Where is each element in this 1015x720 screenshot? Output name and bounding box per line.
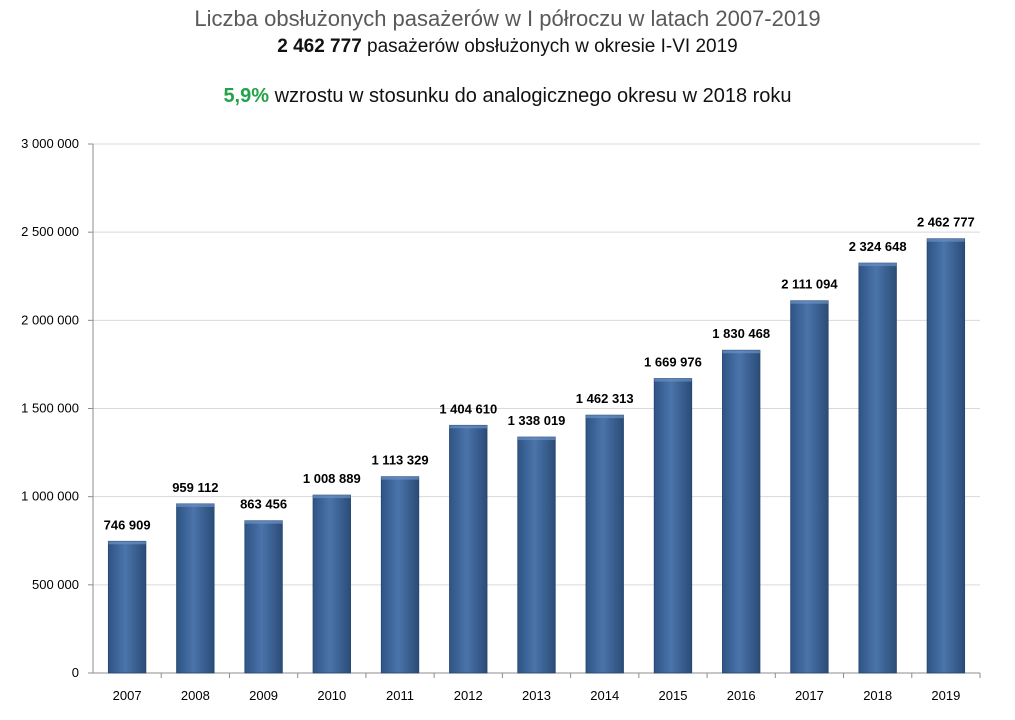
bar-top-highlight [449,425,488,429]
x-tick-label: 2019 [931,688,960,703]
subtitle-text: pasażerów obsłużonych w okresie I-VI 201… [367,36,738,57]
bar-2011 [380,476,420,674]
x-tick-label: 2018 [863,688,892,703]
bar-top-highlight [517,437,556,441]
bars [107,238,966,674]
y-tick-label: 1 500 000 [21,401,79,416]
y-tick-label: 2 500 000 [21,224,79,239]
y-tick-label: 3 000 000 [21,136,79,151]
data-label-2014: 1 462 313 [576,391,634,406]
data-label-2008: 959 112 [172,480,218,495]
data-label-2019: 2 462 777 [917,215,975,230]
x-tick-label: 2013 [522,688,551,703]
x-tick-label: 2008 [181,688,210,703]
bar-top-highlight [176,503,215,507]
axes: 0 500 000 1 000 000 1 500 000 2 000 000 2 500… [21,136,981,703]
x-tick-label: 2012 [454,688,483,703]
y-tick-label: 0 [72,665,79,680]
data-label-2011: 1 113 329 [371,453,428,468]
bar-2013 [517,436,556,674]
x-tick-label: 2009 [249,688,278,703]
bar-top-highlight [313,495,351,499]
data-label-2009: 863 456 [240,497,287,512]
bar-top-highlight [654,378,692,382]
x-tick-label: 2010 [317,688,346,703]
bar-top-highlight [927,238,965,242]
y-tick-label: 500 000 [32,577,79,592]
bar-top-highlight [585,415,624,419]
bar-2007 [107,540,147,674]
x-tick-label: 2017 [795,688,824,703]
growth-note: 5,9% wzrostu w stosunku do analogicznego… [0,85,1015,108]
bar-top-highlight [858,263,897,267]
bar-top-highlight [722,350,760,354]
data-label-2017: 2 111 094 [781,277,838,292]
y-tick-label: 2 000 000 [21,312,79,327]
growth-text: wzrostu w stosunku do analogicznego okre… [274,85,792,107]
data-label-2018: 2 324 648 [849,239,907,254]
bar-top-highlight [790,300,829,304]
bar-2008 [176,503,215,674]
data-label-2016: 1 830 468 [712,326,770,341]
x-tick-label: 2011 [386,688,414,703]
bar-2018 [858,262,897,674]
y-tick-label: 1 000 000 [21,489,79,504]
chart-subtitle: 2 462 777 pasażerów obsłużonych w okresi… [0,36,1015,58]
data-label-2013: 1 338 019 [508,413,566,428]
subtitle-value: 2 462 777 [277,36,362,57]
growth-value: 5,9% [223,85,270,107]
bar-2010 [312,494,351,674]
data-label-2010: 1 008 889 [303,471,361,486]
bar-2015 [653,378,693,674]
data-label-2012: 1 404 610 [439,401,497,416]
data-label-2015: 1 669 976 [644,355,702,370]
bar-2009 [244,520,283,674]
bar-2019 [926,238,966,674]
bar-2012 [449,424,488,674]
bar-top-highlight [381,476,419,480]
bar-top-highlight [108,541,146,545]
bar-2016 [722,349,761,674]
x-tick-label: 2016 [727,688,756,703]
x-tick-label: 2015 [659,688,688,703]
x-tick-label: 2007 [113,688,142,703]
data-labels: 746 909 959 112 863 456 1 008 889 1 113 329 1… [104,215,975,533]
bar-top-highlight [244,520,283,524]
bar-2014 [585,414,624,674]
bar-2017 [790,300,829,674]
chart-title: Liczba obsłużonych pasażerów w I półrocz… [194,6,821,31]
x-tick-label: 2014 [590,688,619,703]
data-label-2007: 746 909 [104,517,151,532]
